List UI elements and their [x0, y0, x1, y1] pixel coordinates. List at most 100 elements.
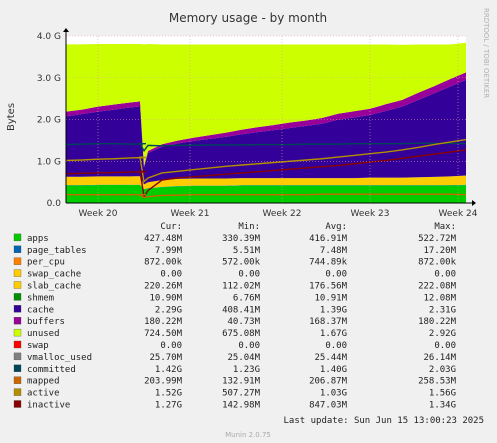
- legend-min-value: 572.00k: [222, 258, 261, 268]
- legend-max-value: 1.34G: [429, 401, 456, 411]
- legend-max-value: 0.00: [434, 270, 456, 280]
- x-tick-label: Week 23: [351, 209, 390, 219]
- legend-name: swap: [27, 341, 49, 351]
- area-unused: [66, 42, 466, 167]
- legend-min-value: 25.04M: [227, 353, 260, 363]
- legend-name: active: [27, 389, 60, 399]
- footer-version: Munin 2.0.75: [225, 431, 271, 439]
- legend-swatch: [13, 281, 22, 289]
- legend-swatch: [13, 376, 22, 384]
- legend-avg-value: 7.48M: [320, 246, 348, 256]
- legend-max-value: 2.31G: [429, 305, 456, 315]
- legend-avg-value: 416.91M: [309, 234, 348, 244]
- legend-min-value: 5.51M: [233, 246, 261, 256]
- plot-area: 0.0 1.0 G 2.0 G 3.0 G 4.0 G Week 20 Week 21 Wee…: [37, 28, 478, 219]
- legend-avg-value: 168.37M: [309, 317, 348, 327]
- legend-swatch: [13, 293, 22, 301]
- legend-max-value: 522.72M: [418, 234, 457, 244]
- legend-name: slab_cache: [27, 282, 81, 292]
- side-label: RRDTOOL / TOBI OETIKER: [482, 8, 490, 98]
- legend-name: buffers: [27, 317, 65, 327]
- legend-max-value: 1.56G: [429, 389, 456, 399]
- legend-swatch: [13, 245, 22, 253]
- y-axis-label: Bytes: [6, 103, 17, 131]
- legend-swatch: [13, 305, 22, 313]
- legend-name: apps: [27, 234, 49, 244]
- legend-swatch: [13, 269, 22, 277]
- legend-avg-value: 744.89k: [309, 258, 348, 268]
- area-cache: [66, 79, 466, 185]
- legend-cur-value: 724.50M: [144, 329, 183, 339]
- y-tick-label: 4.0 G: [37, 32, 61, 42]
- legend-max-value: 17.20M: [423, 246, 456, 256]
- line-inactive: [65, 149, 467, 199]
- legend-cur-value: 203.99M: [144, 377, 183, 387]
- line-active: [65, 138, 467, 184]
- legend-name: vmalloc_used: [27, 353, 92, 363]
- legend-min-value: 0.00: [238, 341, 260, 351]
- legend-swatch: [13, 352, 22, 361]
- legend-swatch: [13, 388, 22, 396]
- legend-max-value: 258.53M: [418, 377, 457, 387]
- legend-avg-value: 0.00: [325, 341, 347, 351]
- legend-cur-value: 1.42G: [155, 365, 182, 375]
- legend-avg-value: 176.56M: [309, 282, 348, 292]
- legend-name: page_tables: [27, 246, 87, 256]
- legend-cur-value: 220.26M: [144, 282, 183, 292]
- legend-cur-value: 180.22M: [144, 317, 183, 327]
- last-update: Last update: Sun Jun 15 13:00:23 2025: [284, 416, 484, 426]
- x-axis-arrow: [472, 200, 476, 206]
- legend-cur-value: 0.00: [160, 341, 182, 351]
- legend-cur-value: 0.00: [160, 270, 182, 280]
- legend-swatch: [13, 233, 22, 242]
- legend-max-value: 180.22M: [418, 317, 457, 327]
- legend-avg-value: 1.40G: [320, 365, 347, 375]
- legend-min-value: 408.41M: [222, 305, 261, 315]
- legend-min-value: 1.23G: [233, 365, 260, 375]
- legend-avg-value: 1.39G: [320, 305, 347, 315]
- chart-title: Memory usage - by month: [169, 11, 327, 25]
- x-tick-label: Week 20: [79, 209, 118, 219]
- legend-swatch: [13, 400, 22, 408]
- area-slab_cache: [66, 175, 466, 189]
- legend-max-value: 872.00k: [418, 258, 457, 268]
- legend-swatch: [13, 364, 22, 372]
- legend-cur-value: 7.99M: [155, 246, 183, 256]
- legend-avg-value: 206.87M: [309, 377, 348, 387]
- legend-swatch: [13, 317, 22, 325]
- legend-avg-value: 25.44M: [314, 353, 347, 363]
- legend-header-cur: Cur:: [160, 222, 182, 232]
- legend-cur-value: 10.90M: [149, 293, 182, 303]
- area-buffers: [66, 72, 466, 168]
- legend-name: swap_cache: [27, 270, 81, 280]
- legend-header-min: Min:: [238, 222, 260, 232]
- legend-name: per_cpu: [27, 258, 65, 268]
- y-tick-label: 0.0: [47, 199, 62, 209]
- legend-swatch: [13, 340, 22, 349]
- x-tick-label: Week 21: [171, 209, 210, 219]
- legend-min-value: 142.98M: [222, 401, 261, 411]
- y-axis-arrow: [63, 28, 69, 32]
- legend-name: committed: [27, 365, 76, 375]
- legend-max-value: 222.08M: [418, 282, 457, 292]
- y-tick-label: 2.0 G: [37, 116, 61, 126]
- x-tick-label: Week 24: [439, 209, 478, 219]
- legend-name: unused: [27, 329, 60, 339]
- legend-max-value: 2.03G: [429, 365, 456, 375]
- legend-max-value: 0.00: [434, 341, 456, 351]
- legend-cur-value: 1.27G: [155, 401, 182, 411]
- legend-swatch: [13, 257, 22, 265]
- legend-cur-value: 872.00k: [144, 258, 183, 268]
- legend-cur-value: 25.70M: [149, 353, 182, 363]
- legend-min-value: 40.73M: [227, 317, 260, 327]
- legend-min-value: 675.08M: [222, 329, 261, 339]
- legend-header-max: Max:: [434, 222, 456, 232]
- legend-name: mapped: [27, 377, 60, 387]
- y-tick-label: 3.0 G: [37, 74, 61, 84]
- legend-min-value: 112.02M: [222, 282, 261, 292]
- legend-name: inactive: [27, 401, 70, 411]
- legend-max-value: 2.92G: [429, 329, 456, 339]
- x-tick-label: Week 22: [263, 209, 302, 219]
- legend-max-value: 12.08M: [423, 293, 456, 303]
